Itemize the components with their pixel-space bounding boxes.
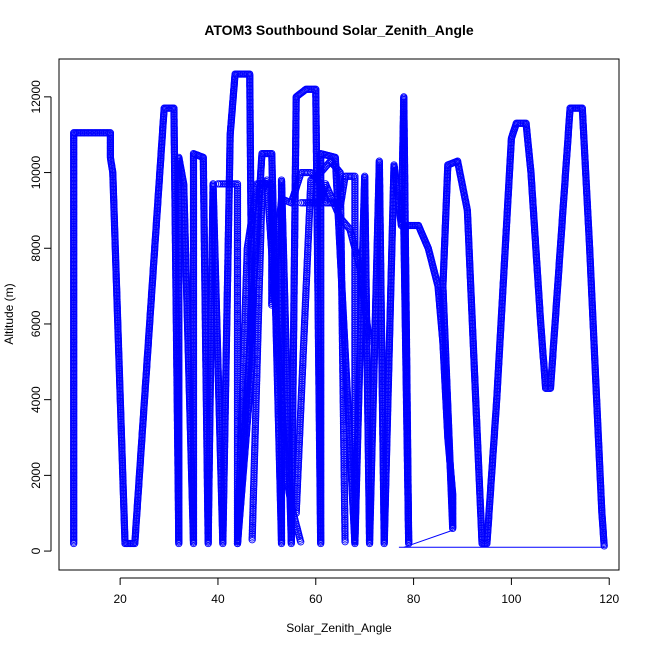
chart-title: ATOM3 Southbound Solar_Zenith_Angle <box>204 22 474 38</box>
y-tick-label: 6000 <box>29 310 43 337</box>
y-axis-label: Altitude (m) <box>2 283 16 344</box>
x-tick-label: 120 <box>599 592 619 606</box>
x-tick-label: 80 <box>407 592 421 606</box>
y-tick-label: 10000 <box>29 156 43 190</box>
y-tick-label: 8000 <box>29 235 43 262</box>
x-tick-label: 20 <box>113 592 127 606</box>
x-tick-label: 60 <box>309 592 323 606</box>
y-axis: 0 2000 4000 6000 8000 10000 12000 <box>29 80 52 554</box>
y-tick-label: 12000 <box>29 80 43 114</box>
x-axis-label: Solar_Zenith_Angle <box>286 621 392 635</box>
plot-frame <box>58 58 620 571</box>
data-points <box>70 70 608 550</box>
y-tick-label: 4000 <box>29 386 43 413</box>
y-tick-label: 2000 <box>29 462 43 489</box>
x-axis: 20 40 60 80 100 120 <box>113 577 620 606</box>
y-tick-label: 0 <box>29 547 43 554</box>
x-tick-label: 100 <box>501 592 521 606</box>
x-tick-label: 40 <box>211 592 225 606</box>
